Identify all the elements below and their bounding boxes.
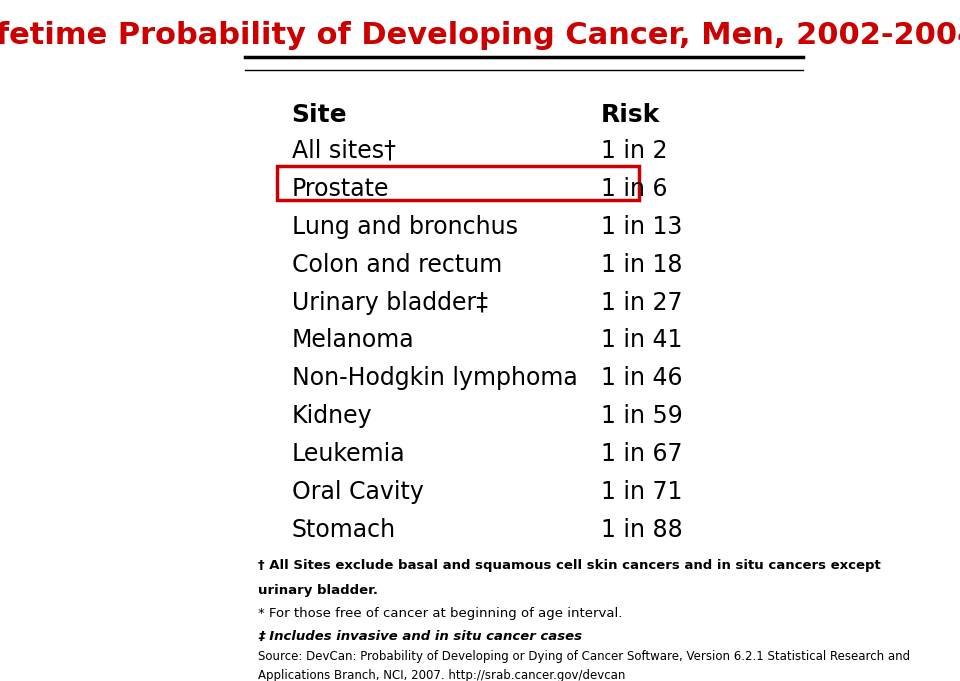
Text: 1 in 71: 1 in 71 bbox=[601, 480, 683, 504]
Text: 1 in 13: 1 in 13 bbox=[601, 215, 683, 238]
Text: † All Sites exclude basal and squamous cell skin cancers and in situ cancers exc: † All Sites exclude basal and squamous c… bbox=[258, 559, 880, 573]
Text: Site: Site bbox=[292, 103, 348, 127]
Text: 1 in 41: 1 in 41 bbox=[601, 328, 683, 353]
Text: Stomach: Stomach bbox=[292, 518, 396, 542]
Text: Risk: Risk bbox=[601, 103, 660, 127]
Text: 1 in 59: 1 in 59 bbox=[601, 405, 683, 428]
Text: Applications Branch, NCI, 2007. http://srab.cancer.gov/devcan: Applications Branch, NCI, 2007. http://s… bbox=[258, 669, 625, 681]
Text: All sites†: All sites† bbox=[292, 139, 396, 163]
Text: Leukemia: Leukemia bbox=[292, 443, 405, 466]
Text: Oral Cavity: Oral Cavity bbox=[292, 480, 423, 504]
Text: Source: DevCan: Probability of Developing or Dying of Cancer Software, Version 6: Source: DevCan: Probability of Developin… bbox=[258, 650, 910, 663]
Text: urinary bladder.: urinary bladder. bbox=[258, 584, 378, 597]
Text: 1 in 6: 1 in 6 bbox=[601, 176, 667, 201]
Text: 1 in 18: 1 in 18 bbox=[601, 253, 683, 276]
Text: Lung and bronchus: Lung and bronchus bbox=[292, 215, 517, 238]
Text: ‡ Includes invasive and in situ cancer cases: ‡ Includes invasive and in situ cancer c… bbox=[258, 630, 582, 643]
Text: Non-Hodgkin lymphoma: Non-Hodgkin lymphoma bbox=[292, 366, 577, 390]
Text: Colon and rectum: Colon and rectum bbox=[292, 253, 502, 276]
Text: Melanoma: Melanoma bbox=[292, 328, 414, 353]
Text: Lifetime Probability of Developing Cancer, Men, 2002-2004*: Lifetime Probability of Developing Cance… bbox=[0, 21, 960, 50]
Text: Kidney: Kidney bbox=[292, 405, 372, 428]
Text: 1 in 2: 1 in 2 bbox=[601, 139, 667, 163]
Text: * For those free of cancer at beginning of age interval.: * For those free of cancer at beginning … bbox=[258, 607, 622, 620]
Text: 1 in 67: 1 in 67 bbox=[601, 443, 683, 466]
Text: 1 in 27: 1 in 27 bbox=[601, 291, 683, 315]
Text: Urinary bladder‡: Urinary bladder‡ bbox=[292, 291, 488, 315]
Text: Prostate: Prostate bbox=[292, 176, 389, 201]
Text: 1 in 46: 1 in 46 bbox=[601, 366, 683, 390]
Text: 1 in 88: 1 in 88 bbox=[601, 518, 683, 542]
